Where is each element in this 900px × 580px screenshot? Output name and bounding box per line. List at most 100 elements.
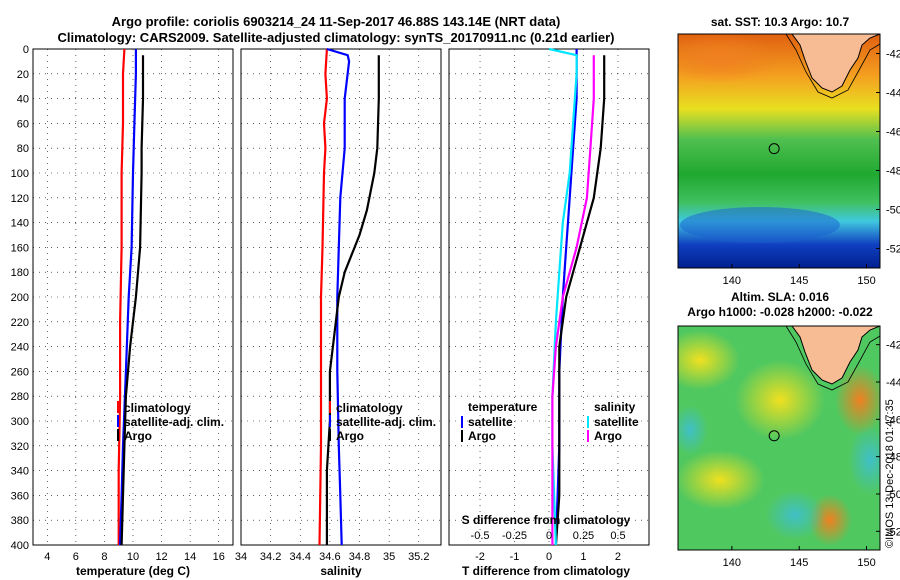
map-lat-tick-label: -46 [886, 414, 900, 426]
temperature-y-ticks: 0 20 40 60 80 100 120 140 160 180 200 220 240 260 280 3… [11, 44, 29, 552]
diff-legend-temperature-title: temperature [468, 400, 538, 414]
sst-x-ticks: 140 145 150 [723, 264, 876, 287]
sal-legend-argo-label: Argo [336, 429, 364, 443]
depth-tick-label: 320 [11, 441, 29, 453]
series-line [318, 48, 328, 546]
depth-tick-label: 200 [11, 292, 29, 304]
x-tick-label: 8 [101, 551, 107, 563]
depth-tick-label: 80 [17, 143, 29, 155]
sst-map: sat. SST: 10.3 Argo: 10.7 -42 -44 -46 -48 -5… [677, 15, 900, 287]
sla-yellow-patch-2 [735, 360, 825, 440]
difference-lines [548, 47, 606, 546]
series-line [326, 47, 351, 546]
difference-xlabel: T difference from climatology [462, 564, 630, 578]
salinity-legend: climatology satellite-adj. clim. Argo [329, 401, 436, 443]
map-lat-tick-label: -52 [886, 526, 900, 538]
difference-s-axis-label: S difference from climatology [462, 513, 631, 527]
x-tick-label: 16 [213, 551, 225, 563]
difference-panel: -2 -1 0 1 2 S difference from climatology -0… [448, 47, 650, 578]
x-tick-label: -1 [510, 551, 520, 563]
x-tick-label: 35.2 [408, 551, 429, 563]
x-tick-label: 14 [184, 551, 196, 563]
sla-map: Altim. SLA: 0.016 Argo h1000: -0.028 h20… [677, 290, 900, 569]
map-lat-tick-label: -46 [886, 127, 900, 139]
x-tick-label: -2 [475, 551, 485, 563]
map-lat-tick-label: -42 [886, 340, 900, 352]
diff-legend-s-argo-label: Argo [594, 429, 622, 443]
sla-cyan-patch-1 [765, 490, 825, 540]
x-tick-label: 34.2 [260, 551, 281, 563]
x-tick-label: 34 [235, 551, 247, 563]
legend-satellite-label: satellite-adj. clim. [124, 415, 224, 429]
difference-s-axis-ticks: -0.5 -0.25 0 0.25 0.5 [471, 530, 626, 542]
s-diff-tick-label: -0.5 [471, 530, 490, 542]
tasmania-land [791, 34, 880, 93]
depth-tick-label: 120 [11, 193, 29, 205]
diff-legend-t-argo-label: Argo [468, 429, 496, 443]
x-tick-label: 6 [73, 551, 79, 563]
sla-cyan-patch-2 [848, 425, 880, 495]
depth-tick-label: 340 [11, 466, 29, 478]
temperature-xlabel: temperature (deg C) [76, 564, 190, 578]
map-lat-tick-label: -52 [886, 244, 900, 256]
depth-tick-label: 280 [11, 391, 29, 403]
diff-legend-salinity-title: salinity [594, 400, 636, 414]
depth-tick-label: 40 [17, 94, 29, 106]
map-lon-tick-label: 140 [723, 275, 741, 287]
legend-climatology-label: climatology [124, 401, 191, 415]
map-lat-tick-label: -44 [886, 88, 900, 100]
x-tick-label: 1 [580, 551, 586, 563]
sla-yellow-patch-1 [678, 330, 740, 390]
temperature-lines [117, 48, 145, 546]
sst-argo-location-marker [768, 143, 780, 155]
depth-tick-label: 60 [17, 118, 29, 130]
sst-warm-patch [678, 34, 780, 83]
sla-map-frame [677, 325, 881, 551]
x-tick-label: 0 [546, 551, 552, 563]
sst-y-ticks: -42 -44 -46 -48 -50 -52 [876, 49, 900, 256]
depth-tick-label: 180 [11, 267, 29, 279]
s-diff-tick-label: 0 [546, 530, 552, 542]
sla-shelf-contour [785, 326, 880, 391]
sla-argo-location-marker [768, 430, 780, 442]
sst-map-frame [677, 33, 881, 269]
depth-tick-label: 160 [11, 242, 29, 254]
map-lon-tick-label: 145 [790, 557, 808, 569]
sst-map-title: sat. SST: 10.3 Argo: 10.7 [711, 15, 850, 29]
difference-plot-frame [448, 48, 650, 546]
x-tick-label: 34.8 [349, 551, 370, 563]
sla-map-title: Altim. SLA: 0.016 [731, 290, 829, 304]
sst-map-field [678, 34, 880, 268]
sst-shelf-contour [785, 34, 880, 99]
salinity-xlabel: salinity [320, 564, 362, 578]
sla-map-subtitle: Argo h1000: -0.028 h2000: -0.022 [687, 305, 873, 319]
map-lon-tick-label: 145 [790, 275, 808, 287]
map-lon-tick-label: 140 [723, 557, 741, 569]
sla-map-field [678, 326, 880, 550]
depth-tick-label: 400 [11, 540, 29, 552]
series-line [551, 55, 595, 545]
figure-title-line1: Argo profile: coriolis 6903214_24 11-Sep… [112, 14, 561, 29]
sla-cyan-patch-3 [678, 405, 708, 455]
depth-tick-label: 0 [23, 44, 29, 56]
series-line [119, 49, 137, 546]
map-lat-tick-label: -50 [886, 205, 900, 217]
depth-tick-label: 140 [11, 218, 29, 230]
sal-legend-satellite-label: satellite-adj. clim. [336, 415, 436, 429]
imos-credit: ©IMOS 13-Dec-2018 01:47:35 [884, 399, 896, 548]
map-lon-tick-label: 150 [857, 557, 875, 569]
depth-tick-label: 260 [11, 366, 29, 378]
salinity-x-ticks: 34 34.2 34.4 34.6 34.8 35 35.2 [235, 551, 430, 563]
series-line [554, 55, 606, 546]
x-tick-label: 4 [44, 551, 50, 563]
map-lat-tick-label: -48 [886, 452, 900, 464]
temperature-panel: 4 6 8 10 12 14 16 0 20 40 60 80 100 120 140 160 180 200 2… [11, 44, 234, 578]
difference-x-ticks: -2 -1 0 1 2 [475, 551, 621, 563]
depth-tick-label: 380 [11, 515, 29, 527]
sla-y-ticks: -42 -44 -46 -48 -50 -52 [876, 340, 900, 538]
depth-tick-label: 220 [11, 317, 29, 329]
sal-legend-climatology-label: climatology [336, 401, 403, 415]
depth-tick-label: 20 [17, 69, 29, 81]
map-lon-tick-label: 150 [857, 275, 875, 287]
s-diff-tick-label: 0.5 [610, 530, 625, 542]
